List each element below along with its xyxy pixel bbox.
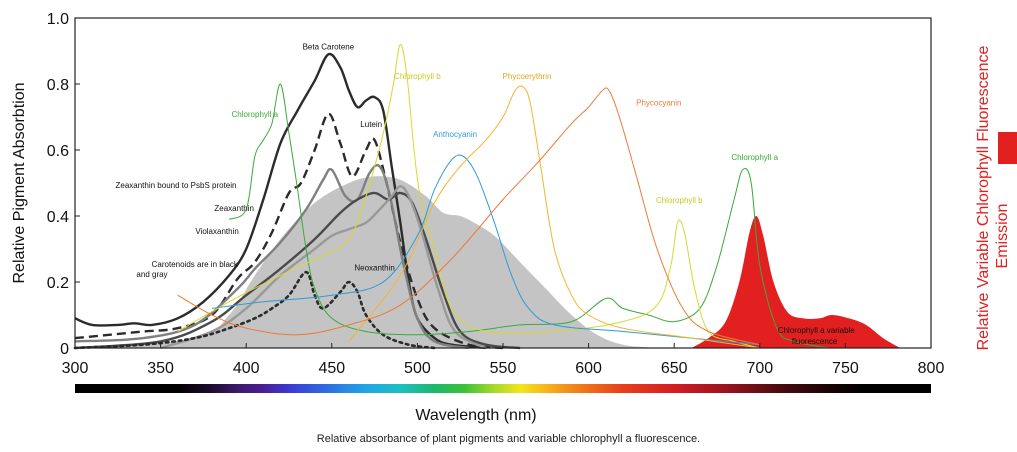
x-axis-ticks: 300 350 400 450 500 550 600 650 700 750 800 [62,343,945,377]
neoxanthin-absorption-area [75,176,658,348]
figure-caption: Relative absorbance of plant pigments an… [316,433,701,445]
series-line-phycocyanin-10 [177,87,760,346]
annotation-beta-carotene: Beta Carotene [303,42,355,51]
y-tick-label: 0 [60,341,69,358]
x-tick-label: 550 [490,360,517,377]
x-tick-label: 650 [661,360,688,377]
annotation-lutein: Lutein [360,120,382,129]
annotation-layer: Beta Carotene Lutein Zeaxanthin bound to P… [116,42,856,346]
x-tick-label: 700 [746,360,773,377]
annotation-anthocyanin: Anthocyanin [433,130,477,139]
x-tick-label: 350 [147,360,174,377]
annotation-chlorophyll-b: Chlorophyll b [394,72,441,81]
x-tick-label: 450 [318,360,345,377]
annotation-zeaxanthin: Zeaxanthin [214,204,254,213]
series-layer [73,43,829,350]
annotation-violaxanthin: Violaxanthin [195,227,238,236]
annotation-fluorescence: fluorescence [792,337,838,346]
annotation-chlorophyll-a: Chlorophyll a [231,110,278,119]
annotation-chlorophyll-b: Chlorophyll b [656,196,703,205]
x-tick-label: 800 [918,360,945,377]
y-axis-ticks: 0 0.2 0.4 0.6 0.8 1.0 [47,11,80,358]
series-line-zeaxanthin-3 [74,191,521,350]
x-tick-label: 600 [575,360,602,377]
x-tick-label: 750 [832,360,859,377]
annotation-phycoerythrin: Phycoerythrin [503,72,552,81]
x-tick-label: 400 [233,360,260,377]
x-tick-label: 500 [404,360,431,377]
y-tick-label: 0.4 [47,209,69,226]
y-tick-label: 0.2 [47,275,69,292]
series-line-chlorophyll-a-6 [228,83,829,349]
y-tick-label: 0.6 [47,143,69,160]
annotation-zeaxanthin-bound-to-psbs-protein: Zeaxanthin bound to PsbS protein [116,181,237,190]
neoxanthin-area-layer [75,176,658,348]
y-axis-label: Relative Pigment Absorbtion [11,83,28,284]
fluorescence-legend-swatch [998,132,1017,164]
annotation-carotenoids-are-in-black: Carotenoids are in black [152,260,239,269]
series-line-chlorophyll-b-7 [177,43,760,349]
x-axis-label: Wavelength (nm) [415,407,536,424]
fluorescence-area-layer [691,215,901,348]
annotation-chlorophyll-a-variable: Chlorophyll a variable [778,326,855,335]
series-line-phycoerythrin-9 [348,85,760,349]
y2-axis-label-line2: Emission [994,204,1011,269]
y-tick-label: 1.0 [47,11,69,28]
series-line-anthocyanin-8 [211,154,760,346]
y2-axis-label-line1: Relative Variable Chlorophyll Fluorescen… [975,46,992,351]
annotation-and-gray: and gray [136,270,167,279]
y-tick-label: 0.8 [47,77,69,94]
chlorophyll-fluorescence-area [691,215,901,348]
annotation-neoxanthin: Neoxanthin [354,263,394,272]
x-tick-label: 300 [62,360,89,377]
series-line-neoxanthin-5 [73,270,436,350]
series-line-violaxanthin-4 [160,185,487,350]
annotation-chlorophyll-a: Chlorophyll a [731,153,778,162]
annotation-phycocyanin: Phycocyanin [636,99,681,108]
visible-spectrum-bar [75,384,931,393]
